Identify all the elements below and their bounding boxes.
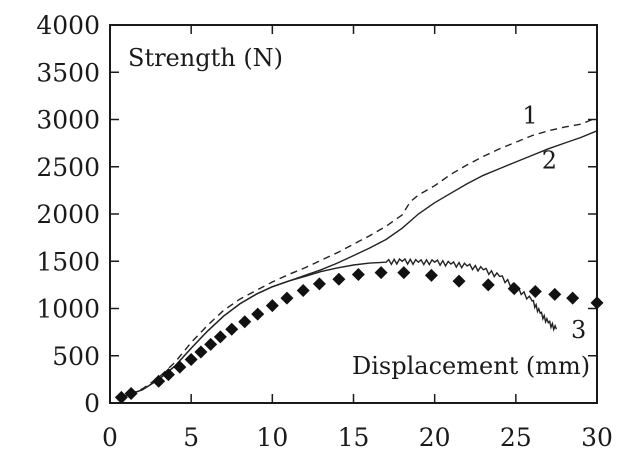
data-point-diamond — [351, 267, 365, 281]
x-tick-label: 10 — [256, 423, 288, 452]
data-point-diamond — [332, 272, 346, 286]
curve-labels: 12 3 — [522, 101, 586, 344]
labels: Strength (N) Displacement (mm) — [128, 44, 590, 380]
y-tick-label: 500 — [52, 342, 100, 371]
y-tick-label: 4000 — [36, 11, 100, 40]
data-point-diamond — [528, 284, 542, 298]
y-tick-label: 0 — [84, 389, 100, 418]
y-tick-label: 2000 — [36, 200, 100, 229]
data-point-diamond — [251, 307, 265, 321]
data-point-diamond — [397, 266, 411, 280]
data-point-diamond — [213, 330, 227, 344]
data-point-diamond — [548, 287, 562, 301]
axes — [109, 24, 598, 404]
data-point-diamond — [194, 345, 208, 359]
y-axis-title: Strength (N) — [128, 44, 283, 72]
ticks: 0 5 10 15 20 25 30 0 500 1000 1500 2000 2500 3000 3500… — [36, 11, 613, 452]
x-tick-label: 5 — [183, 423, 199, 452]
x-tick-label: 30 — [581, 423, 613, 452]
data-point-diamond — [204, 337, 218, 351]
y-tick-label: 1500 — [36, 247, 100, 276]
data-point-diamond — [507, 282, 521, 296]
data-point-diamond — [114, 390, 128, 404]
data-point-diamond — [173, 360, 187, 374]
data-point-diamond — [312, 277, 326, 291]
data-point-diamond — [152, 374, 166, 388]
x-tick-label: 15 — [338, 423, 370, 452]
series-3 — [117, 257, 558, 399]
series-1 — [117, 116, 598, 399]
data-point-diamond — [280, 291, 294, 305]
data-point-diamond — [184, 353, 198, 367]
curve-label-2: 2 — [542, 147, 557, 175]
x-tick-label: 20 — [419, 423, 451, 452]
data-point-diamond — [265, 299, 279, 313]
data-point-diamond — [424, 268, 438, 282]
data-point-diamond — [590, 296, 604, 310]
x-tick-label: 0 — [102, 423, 118, 452]
plot-frame — [109, 24, 598, 404]
data-point-diamond — [296, 284, 310, 298]
x-tick-label: 25 — [500, 423, 532, 452]
series-line-1 — [117, 116, 598, 399]
curve-label-3: 3 — [571, 316, 586, 344]
data-point-diamond — [452, 274, 466, 288]
series-line-3 — [117, 257, 558, 399]
data-point-diamond — [225, 322, 239, 336]
series-markers — [114, 266, 604, 404]
data-point-diamond — [161, 368, 175, 382]
data-point-diamond — [481, 278, 495, 292]
series-layer — [114, 116, 604, 404]
y-tick-label: 1000 — [36, 295, 100, 324]
data-point-diamond — [238, 315, 252, 329]
data-point-diamond — [566, 291, 580, 305]
data-point-diamond — [124, 387, 138, 401]
y-tick-label: 3000 — [36, 106, 100, 135]
y-tick-label: 2500 — [36, 153, 100, 182]
x-axis-title: Displacement (mm) — [352, 352, 590, 380]
data-point-diamond — [374, 266, 388, 280]
curve-label-1: 1 — [522, 101, 537, 129]
y-tick-label: 3500 — [36, 58, 100, 87]
